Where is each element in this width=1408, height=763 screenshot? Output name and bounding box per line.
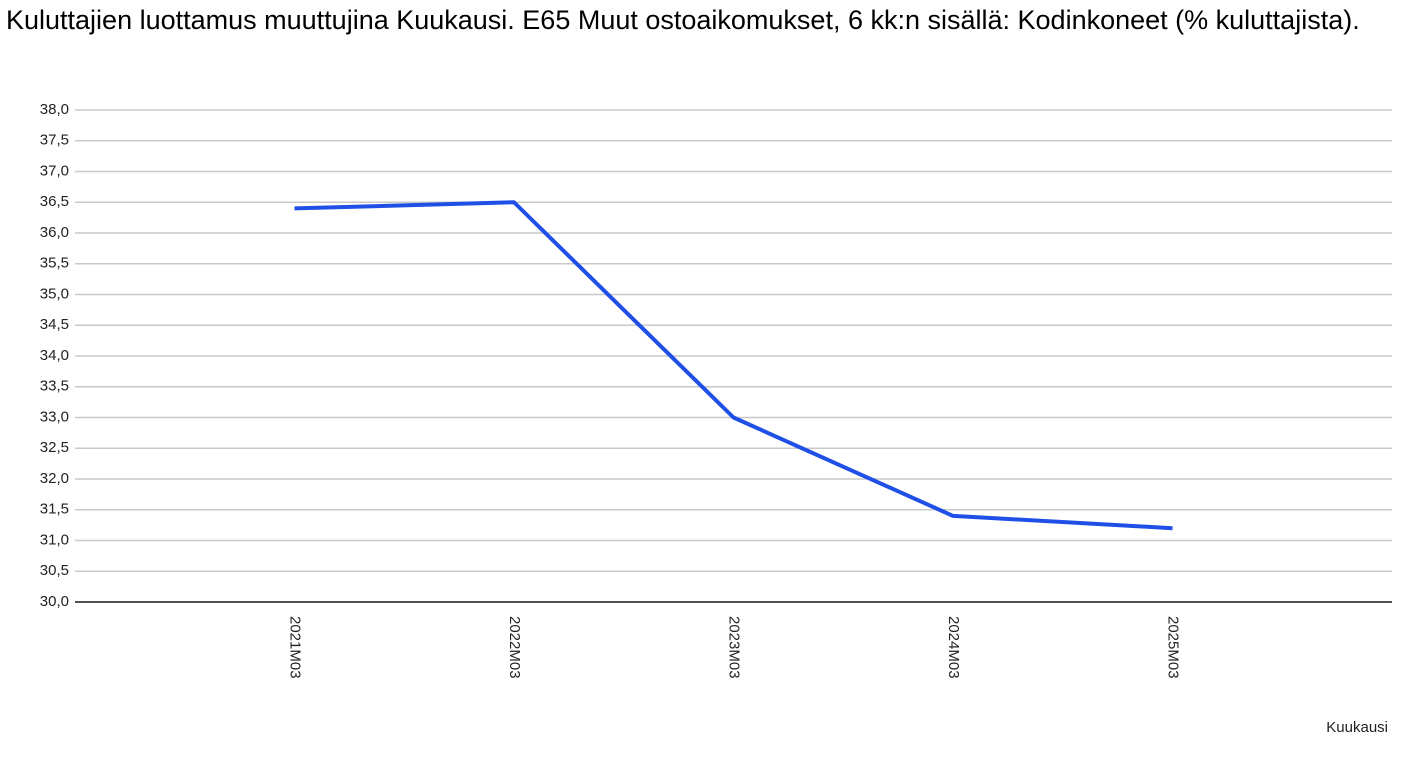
y-tick-label: 38,0 (40, 101, 69, 118)
y-tick-label: 34,0 (40, 347, 69, 364)
x-tick-label: 2022M03 (506, 616, 523, 679)
y-tick-label: 36,5 (40, 193, 69, 210)
y-tick-label: 30,0 (40, 593, 69, 610)
y-tick-label: 32,0 (40, 470, 69, 487)
x-tick-label: 2025M03 (1165, 616, 1182, 679)
y-tick-label: 33,0 (40, 408, 69, 425)
x-tick-label: 2021M03 (287, 616, 304, 679)
y-tick-label: 37,0 (40, 162, 69, 179)
x-tick-label: 2023M03 (726, 616, 743, 679)
y-tick-label: 37,5 (40, 132, 69, 149)
y-tick-label: 32,5 (40, 439, 69, 456)
y-tick-label: 30,5 (40, 562, 69, 579)
y-tick-label: 31,0 (40, 531, 69, 548)
y-tick-label: 31,5 (40, 501, 69, 518)
y-tick-label: 35,0 (40, 285, 69, 302)
x-tick-label: 2024M03 (945, 616, 962, 679)
y-tick-label: 35,5 (40, 255, 69, 272)
data-line (294, 200, 1173, 531)
y-tick-label: 33,5 (40, 378, 69, 395)
chart-title: Kuluttajien luottamus muuttujina Kuukaus… (6, 5, 1360, 35)
x-axis-label: Kuukausi (1326, 719, 1388, 736)
y-tick-label: 34,5 (40, 316, 69, 333)
y-tick-label: 36,0 (40, 224, 69, 241)
